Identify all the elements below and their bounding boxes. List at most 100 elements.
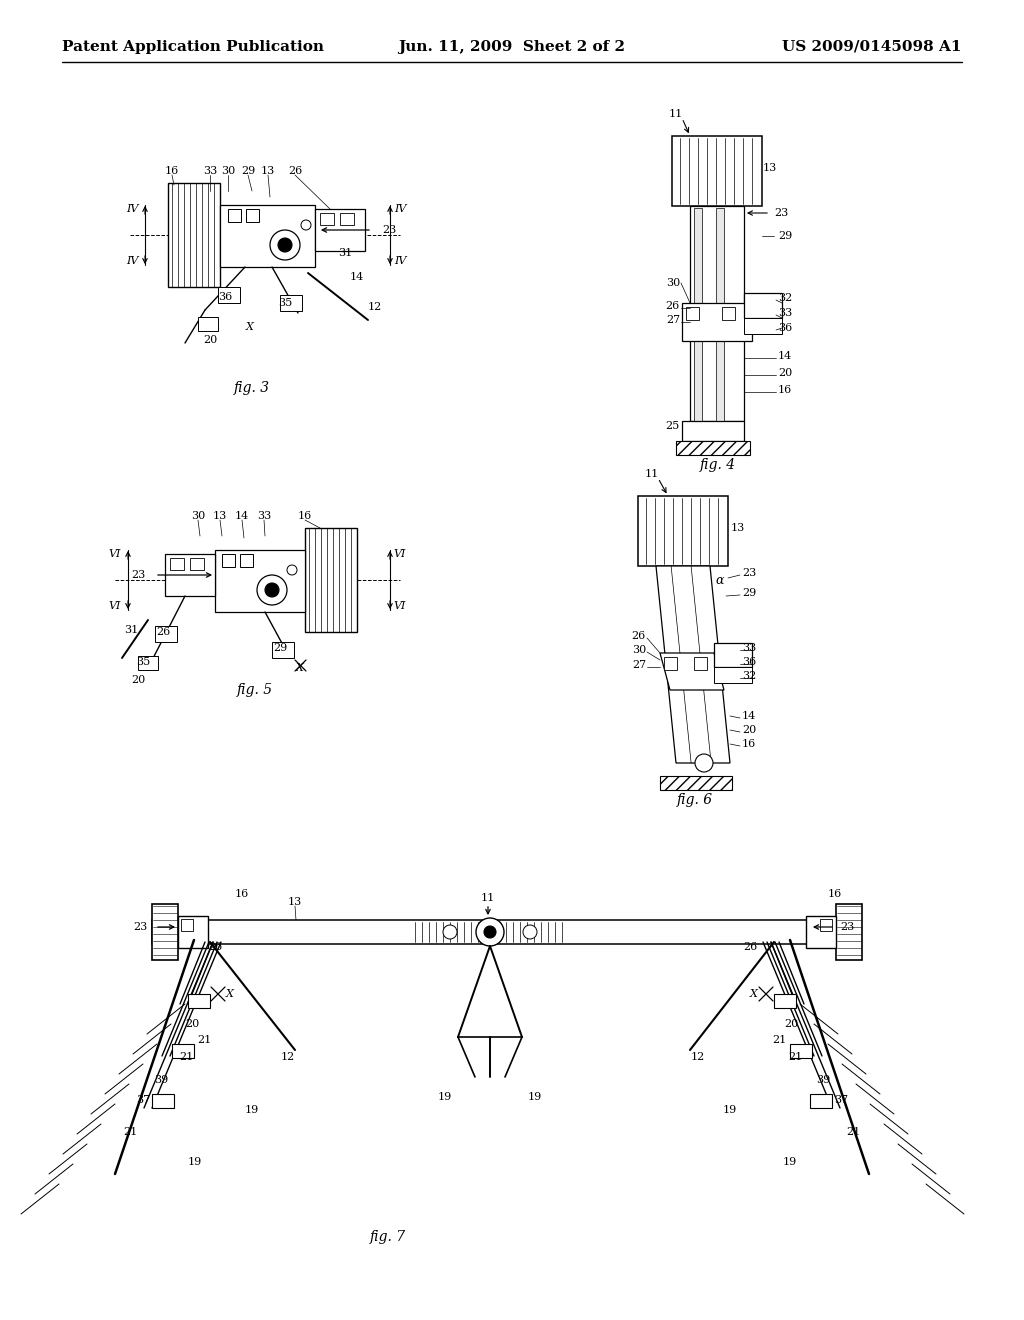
Text: 16: 16 [165, 166, 179, 176]
Bar [240, 554, 253, 568]
Text: 16: 16 [298, 511, 312, 521]
Text: 33: 33 [257, 511, 271, 521]
Text: 16: 16 [778, 385, 793, 395]
Bar [315, 209, 365, 251]
Text: 14: 14 [742, 711, 757, 721]
Bar [172, 1044, 194, 1059]
Text: VI: VI [109, 601, 121, 611]
Text: IV: IV [394, 256, 407, 267]
Circle shape [265, 583, 279, 597]
Text: X: X [296, 663, 304, 673]
Text: 37: 37 [834, 1096, 848, 1105]
Text: 19: 19 [438, 1092, 453, 1102]
Text: 23: 23 [840, 921, 854, 932]
Bar [228, 209, 241, 222]
Text: 11: 11 [481, 894, 496, 903]
Text: VI: VI [394, 601, 407, 611]
Text: 21: 21 [788, 1052, 802, 1063]
Text: 32: 32 [778, 293, 793, 304]
Bar [280, 294, 302, 312]
Text: 35: 35 [278, 298, 292, 308]
Text: 12: 12 [691, 1052, 706, 1063]
Text: 23: 23 [131, 570, 145, 579]
Text: 20: 20 [778, 368, 793, 378]
Bar [152, 904, 178, 960]
Text: 30: 30 [666, 279, 680, 288]
Polygon shape [656, 566, 730, 763]
Bar [744, 293, 782, 318]
Text: 29: 29 [241, 166, 255, 176]
Bar [155, 626, 177, 642]
Text: fig. 6: fig. 6 [677, 793, 713, 807]
Circle shape [484, 927, 496, 939]
Text: 19: 19 [245, 1105, 259, 1115]
Text: 26: 26 [208, 942, 222, 952]
Text: 36: 36 [778, 323, 793, 333]
Bar [714, 643, 752, 667]
Text: IV: IV [126, 205, 138, 214]
Text: 19: 19 [783, 1158, 797, 1167]
Bar [676, 441, 750, 455]
Bar [716, 209, 724, 421]
Text: 21: 21 [180, 1052, 194, 1063]
Text: 26: 26 [288, 166, 302, 176]
Text: 20: 20 [203, 335, 217, 345]
Text: 21: 21 [198, 1035, 212, 1045]
Bar [638, 496, 728, 566]
Text: 27: 27 [632, 660, 646, 671]
Text: 26: 26 [666, 301, 680, 312]
Text: 16: 16 [234, 888, 249, 899]
Bar [694, 657, 707, 671]
Text: 30: 30 [190, 511, 205, 521]
Bar [272, 642, 294, 657]
Text: 33: 33 [742, 643, 757, 653]
Bar [246, 209, 259, 222]
Bar [810, 1094, 831, 1107]
Text: 31: 31 [124, 624, 138, 635]
Text: 20: 20 [131, 675, 145, 685]
Bar [664, 657, 677, 671]
Text: 14: 14 [234, 511, 249, 521]
Circle shape [695, 754, 713, 772]
Text: IV: IV [394, 205, 407, 214]
Text: 16: 16 [742, 739, 757, 748]
Bar [340, 213, 354, 224]
Text: 31: 31 [338, 248, 352, 257]
Text: 30: 30 [221, 166, 236, 176]
Text: 29: 29 [778, 231, 793, 242]
Circle shape [278, 238, 292, 252]
Text: X: X [246, 322, 254, 333]
Text: 11: 11 [669, 110, 683, 119]
Text: 29: 29 [742, 587, 757, 598]
Text: 20: 20 [742, 725, 757, 735]
Text: US 2009/0145098 A1: US 2009/0145098 A1 [782, 40, 962, 54]
Circle shape [443, 925, 457, 939]
Text: 12: 12 [281, 1052, 295, 1063]
Text: 23: 23 [774, 209, 788, 218]
Bar [181, 919, 193, 931]
Bar [152, 1094, 174, 1107]
Circle shape [476, 917, 504, 946]
Text: 23: 23 [742, 568, 757, 578]
Bar [319, 213, 334, 224]
Text: 19: 19 [187, 1158, 202, 1167]
Bar [714, 667, 752, 682]
Bar [152, 920, 834, 944]
Text: 33: 33 [203, 166, 217, 176]
Bar [744, 318, 782, 334]
Text: 19: 19 [723, 1105, 737, 1115]
Text: 23: 23 [134, 921, 148, 932]
Text: 19: 19 [528, 1092, 542, 1102]
Text: VI: VI [394, 549, 407, 558]
Text: 13: 13 [288, 898, 302, 907]
Text: 14: 14 [350, 272, 365, 282]
Bar [165, 554, 215, 597]
Bar [682, 421, 744, 441]
Text: fig. 5: fig. 5 [237, 682, 273, 697]
Bar [188, 994, 210, 1008]
Bar [686, 308, 699, 319]
Text: 36: 36 [218, 292, 232, 302]
Text: 20: 20 [185, 1019, 200, 1030]
Text: 37: 37 [136, 1096, 150, 1105]
Bar [690, 206, 744, 421]
